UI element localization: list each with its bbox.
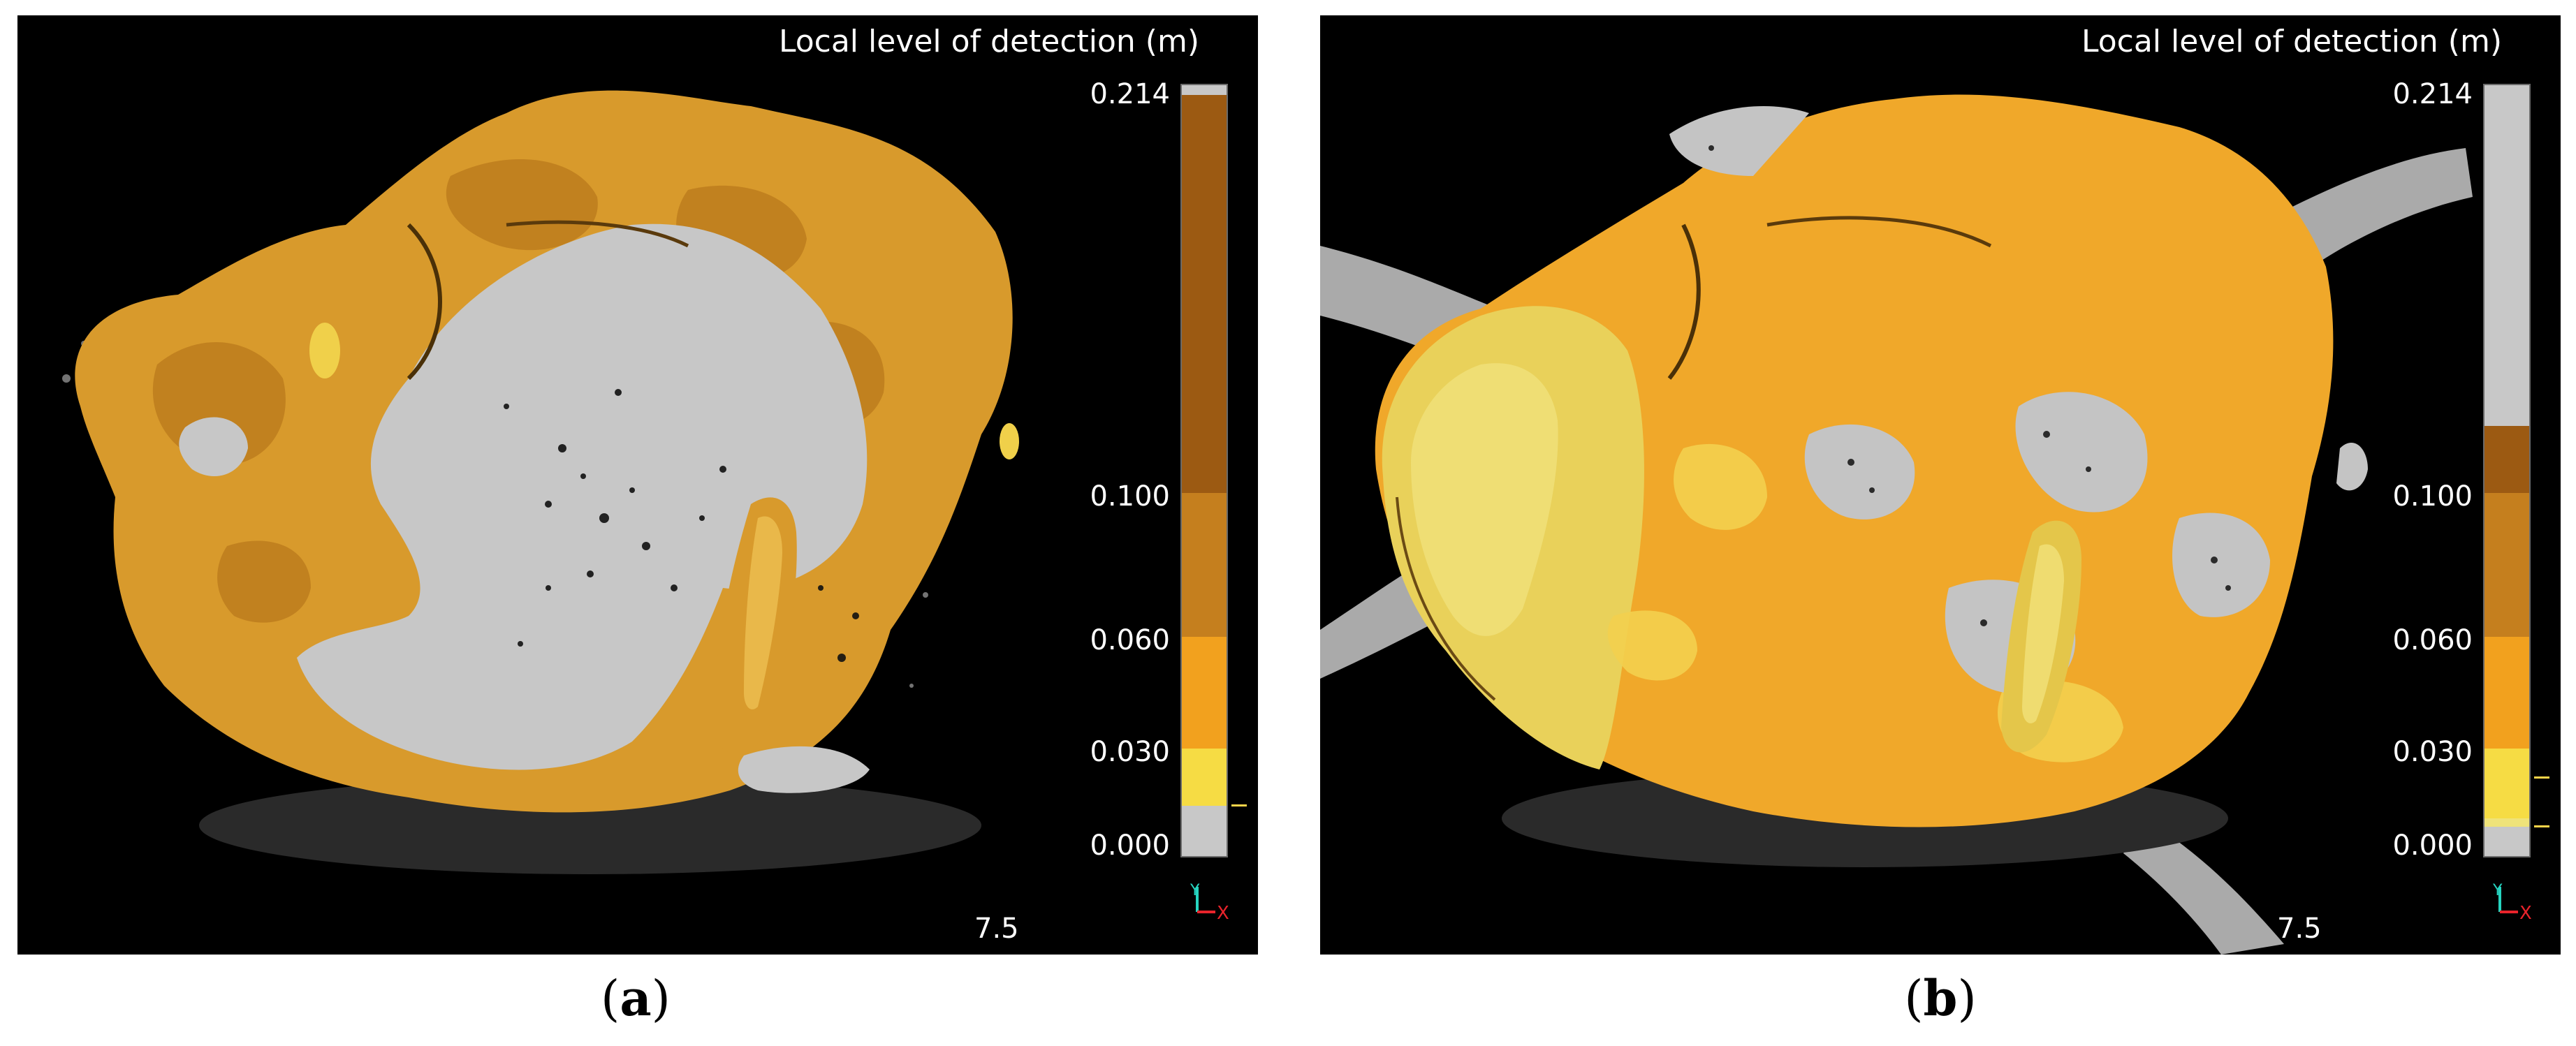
- caption-b: (b): [1904, 969, 1977, 1027]
- colorbar-tick-min: 0.000: [1090, 830, 1170, 862]
- colorbar-band-yellow: [2484, 749, 2529, 818]
- colorbar-band-light-yellow: [2484, 818, 2529, 827]
- colorbar-band-over: [2484, 85, 2529, 426]
- colorbar-tick-min: 0.000: [2392, 830, 2473, 862]
- caption-a: (a): [601, 969, 671, 1027]
- axis-y-label: Y: [1190, 882, 1200, 899]
- axis-x-label: X: [2519, 903, 2532, 923]
- scale-label: 7.5: [2277, 913, 2322, 945]
- colorbar-band-brown: [2484, 426, 2529, 493]
- colorbar-band-under: [2484, 827, 2529, 856]
- colorbar-tick-0030: 0.030: [1090, 736, 1170, 768]
- colorbar-band-over: [1182, 85, 1227, 95]
- colorbar-band-under: [1182, 806, 1227, 856]
- colorbar-band-orange: [2484, 637, 2529, 749]
- colorbar-tick-max: 0.214: [1090, 78, 1170, 110]
- colorbar-tick-0030: 0.030: [2392, 736, 2473, 768]
- colorbar-tick-max: 0.214: [2392, 78, 2473, 110]
- colorbar-band-yellow: [1182, 749, 1227, 806]
- axis-triad-icon: Y X: [2492, 882, 2532, 923]
- caption-letter: b: [1923, 969, 1958, 1027]
- colorbar-marker: [1231, 804, 1247, 806]
- colorbar: [1180, 84, 1228, 857]
- viewport-panel-b[interactable]: Local level of detection (m) 0.214 0.100…: [1320, 15, 2561, 955]
- colorbar: [2483, 84, 2531, 857]
- axis-x-label: X: [1217, 903, 1229, 923]
- point-cloud-render-b: [1320, 94, 2473, 955]
- colorbar-marker: [2534, 776, 2549, 779]
- colorbar-marker: [2534, 825, 2549, 827]
- caption-letter: a: [620, 969, 652, 1027]
- axis-y-label: Y: [2492, 882, 2503, 899]
- colorbar-band-orange: [1182, 637, 1227, 749]
- viewport-panel-a[interactable]: Local level of detection (m) 0.214 0.100…: [17, 15, 1258, 955]
- colorbar-tick-0100: 0.100: [2392, 480, 2473, 513]
- colorbar-tick-0060: 0.060: [2392, 624, 2473, 656]
- colorbar-title: Local level of detection (m): [2081, 24, 2502, 59]
- point-cloud-render-a: [62, 90, 1019, 874]
- colorbar-band-brown: [1182, 95, 1227, 493]
- axis-triad-icon: Y X: [1190, 882, 1229, 923]
- colorbar-band-dark-orange: [1182, 493, 1227, 637]
- colorbar-title: Local level of detection (m): [778, 24, 1199, 59]
- colorbar-tick-0100: 0.100: [1090, 480, 1170, 513]
- scale-label: 7.5: [974, 913, 1019, 945]
- colorbar-band-dark-orange: [2484, 493, 2529, 637]
- colorbar-tick-0060: 0.060: [1090, 624, 1170, 656]
